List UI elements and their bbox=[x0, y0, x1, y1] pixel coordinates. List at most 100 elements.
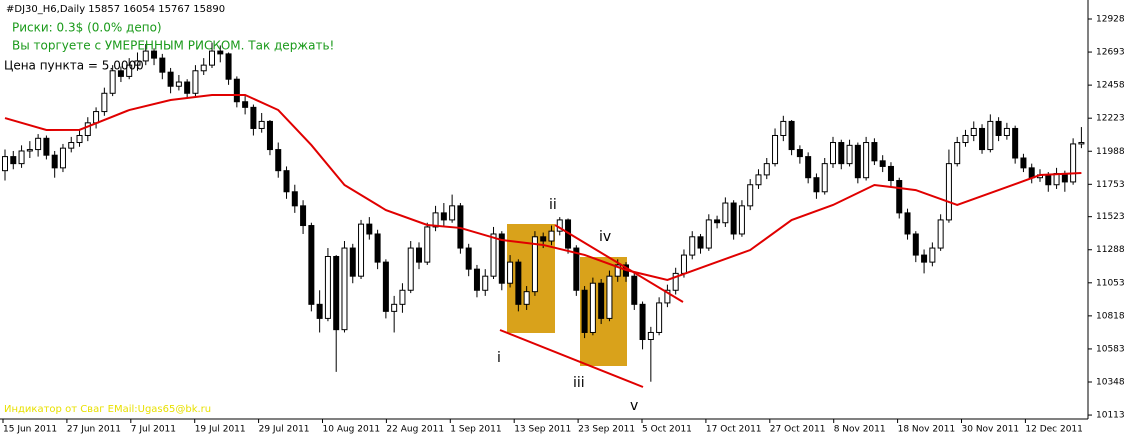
wave-label: ii bbox=[549, 197, 557, 213]
candle-body bbox=[151, 50, 158, 59]
candle-body bbox=[656, 302, 663, 333]
candle-body bbox=[200, 64, 207, 72]
candle-body bbox=[399, 289, 406, 305]
candle-body bbox=[846, 144, 853, 165]
x-tick-label: 8 Nov 2011 bbox=[834, 425, 886, 435]
candle-body bbox=[266, 120, 273, 151]
candle-body bbox=[242, 101, 249, 108]
x-tick-label: 18 Nov 2011 bbox=[898, 425, 956, 435]
point-price: Цена пункта = 5.0000 bbox=[4, 59, 144, 73]
candle-body bbox=[134, 60, 141, 66]
candle-body bbox=[374, 233, 381, 263]
candle-body bbox=[631, 275, 638, 305]
candle-body bbox=[18, 150, 25, 165]
candle-body bbox=[680, 254, 687, 274]
y-tick-label: 11288 bbox=[1096, 245, 1125, 255]
candle-body bbox=[117, 70, 124, 77]
candle-body bbox=[482, 275, 489, 291]
x-tick-label: 15 Jun 2011 bbox=[3, 425, 57, 435]
candle-body bbox=[341, 247, 348, 331]
y-tick-label: 11753 bbox=[1096, 180, 1125, 190]
candle-body bbox=[258, 120, 265, 129]
wave-label: v bbox=[630, 398, 638, 414]
candle-body bbox=[59, 147, 66, 169]
x-tick-label: 13 Sep 2011 bbox=[514, 425, 571, 435]
candle-body bbox=[126, 64, 133, 77]
candle-body bbox=[1070, 143, 1077, 183]
candle-body bbox=[159, 57, 166, 73]
trend-line bbox=[499, 329, 644, 388]
candle-body bbox=[1003, 127, 1010, 136]
candle-body bbox=[598, 282, 605, 319]
risk-message: Вы торгуете с УМЕРЕННЫМ РИСКОМ. Так держ… bbox=[12, 39, 334, 53]
candle-body bbox=[945, 163, 952, 221]
candle-body bbox=[639, 303, 646, 341]
candle-body bbox=[871, 142, 878, 162]
candle-body bbox=[1078, 142, 1085, 145]
y-tick-label: 10818 bbox=[1096, 311, 1125, 321]
candle-body bbox=[26, 149, 33, 152]
candle-body bbox=[76, 134, 83, 144]
candle-body bbox=[382, 261, 389, 312]
candle-body bbox=[349, 247, 356, 277]
candle-body bbox=[705, 219, 712, 249]
candle-body bbox=[689, 236, 696, 256]
candle-body bbox=[225, 53, 232, 80]
candle-body bbox=[788, 120, 795, 151]
candle-body bbox=[142, 50, 149, 62]
candle-body bbox=[523, 291, 530, 305]
y-tick-label: 12693 bbox=[1096, 48, 1125, 58]
candle-body bbox=[912, 233, 919, 256]
candle-body bbox=[747, 184, 754, 207]
candle-body bbox=[937, 219, 944, 249]
candle-body bbox=[796, 149, 803, 158]
candle-body bbox=[324, 255, 331, 319]
trend-line bbox=[554, 224, 684, 303]
candle-body bbox=[333, 255, 340, 331]
candle-body bbox=[68, 142, 75, 149]
x-tick-label: 1 Sep 2011 bbox=[450, 425, 501, 435]
candle-body bbox=[614, 264, 621, 277]
candle-body bbox=[987, 120, 994, 151]
candle-body bbox=[498, 233, 505, 284]
wave-box bbox=[507, 224, 555, 333]
candle-body bbox=[217, 50, 224, 55]
y-tick-label: 11523 bbox=[1096, 212, 1125, 222]
y-tick-label: 10348 bbox=[1096, 377, 1125, 387]
candle-body bbox=[424, 226, 431, 263]
candle-body bbox=[896, 180, 903, 214]
y-tick-label: 10113 bbox=[1096, 411, 1125, 421]
candle-body bbox=[838, 142, 845, 165]
candle-body bbox=[647, 331, 654, 341]
candle-body bbox=[763, 163, 770, 176]
candle-body bbox=[93, 111, 100, 124]
candle-body bbox=[548, 230, 555, 242]
candle-body bbox=[904, 212, 911, 235]
candle-body bbox=[1045, 174, 1052, 186]
candle-body bbox=[366, 223, 373, 235]
x-tick-label: 10 Aug 2011 bbox=[323, 425, 381, 435]
candle-body bbox=[184, 81, 191, 94]
candle-body bbox=[1028, 167, 1035, 179]
candle-body bbox=[979, 127, 986, 151]
candle-body bbox=[192, 70, 199, 94]
symbol-header: #DJ30_H6,Daily 15857 16054 15767 15890 bbox=[6, 4, 225, 15]
candle-body bbox=[589, 282, 596, 333]
y-tick-label: 11053 bbox=[1096, 278, 1125, 288]
candle-body bbox=[672, 272, 679, 291]
candle-body bbox=[101, 92, 108, 113]
candle-body bbox=[879, 160, 886, 167]
watermark: Индикатор от Сваг EMail:Ugas65@bk.ru bbox=[4, 404, 211, 415]
candle-body bbox=[209, 50, 215, 66]
candle-body bbox=[316, 303, 323, 319]
candle-body bbox=[465, 247, 472, 270]
y-tick-label: 12458 bbox=[1096, 81, 1125, 91]
x-tick-label: 5 Oct 2011 bbox=[642, 425, 692, 435]
candle-body bbox=[432, 212, 439, 228]
candle-body bbox=[738, 205, 745, 235]
x-tick-label: 30 Nov 2011 bbox=[962, 425, 1020, 435]
candle-body bbox=[929, 247, 936, 263]
candle-body bbox=[714, 219, 721, 224]
